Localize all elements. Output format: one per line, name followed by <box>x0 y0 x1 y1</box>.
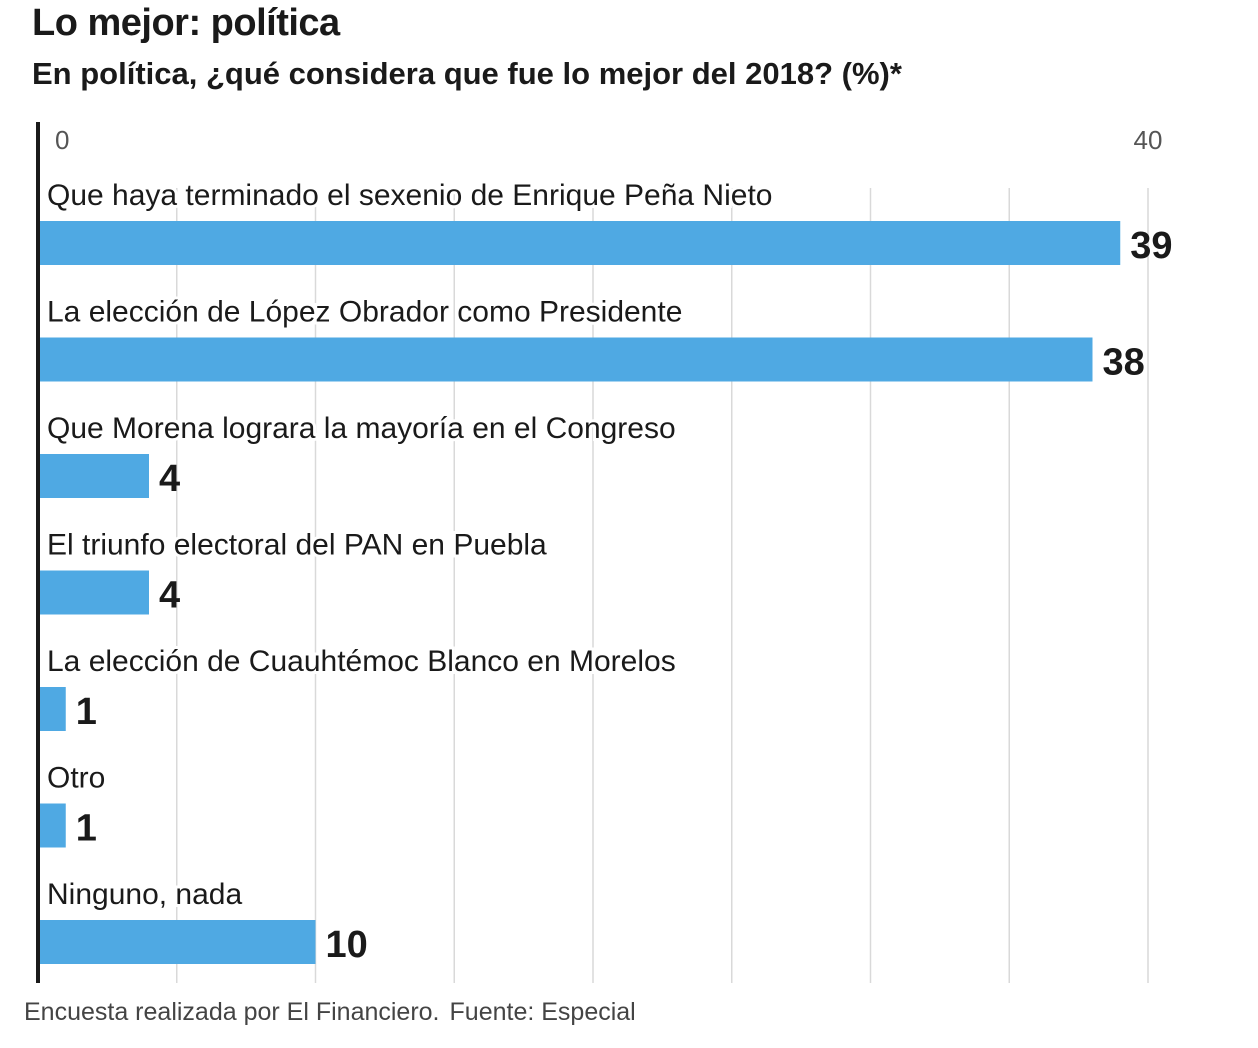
source-note: Fuente: Especial <box>449 998 636 1026</box>
data-label: 4 <box>159 458 180 500</box>
data-label: 10 <box>326 924 368 966</box>
category-label: Que haya terminado el sexenio de Enrique… <box>47 179 772 212</box>
bar <box>40 920 316 964</box>
bar <box>40 687 66 731</box>
footer: Encuesta realizada por El Financiero. Fue… <box>24 998 636 1027</box>
chart-subtitle: En política, ¿qué considera que fue lo m… <box>32 56 902 91</box>
data-label: 4 <box>159 575 180 617</box>
bar <box>40 337 1093 382</box>
category-label: El triunfo electoral del PAN en Puebla <box>47 529 547 562</box>
category-label: La elección de Cuauhtémoc Blanco en More… <box>47 645 676 678</box>
chart-title: Lo mejor: política <box>32 2 340 44</box>
data-label: 38 <box>1103 342 1145 384</box>
x-tick-label: 0 <box>55 125 69 155</box>
data-label: 39 <box>1130 225 1172 267</box>
survey-note: Encuesta realizada por El Financiero. <box>24 998 440 1026</box>
category-label: Que Morena lograra la mayoría en el Cong… <box>47 412 676 445</box>
bar <box>40 803 66 848</box>
category-label: La elección de López Obrador como Presid… <box>47 296 682 329</box>
data-label: 1 <box>76 691 97 733</box>
bar <box>40 570 149 615</box>
x-tick-label: 40 <box>1134 125 1163 155</box>
data-label: 1 <box>76 808 97 850</box>
bar <box>40 454 149 498</box>
category-label: Otro <box>47 762 105 795</box>
bar <box>40 221 1121 265</box>
category-label: Ninguno, nada <box>47 878 242 911</box>
